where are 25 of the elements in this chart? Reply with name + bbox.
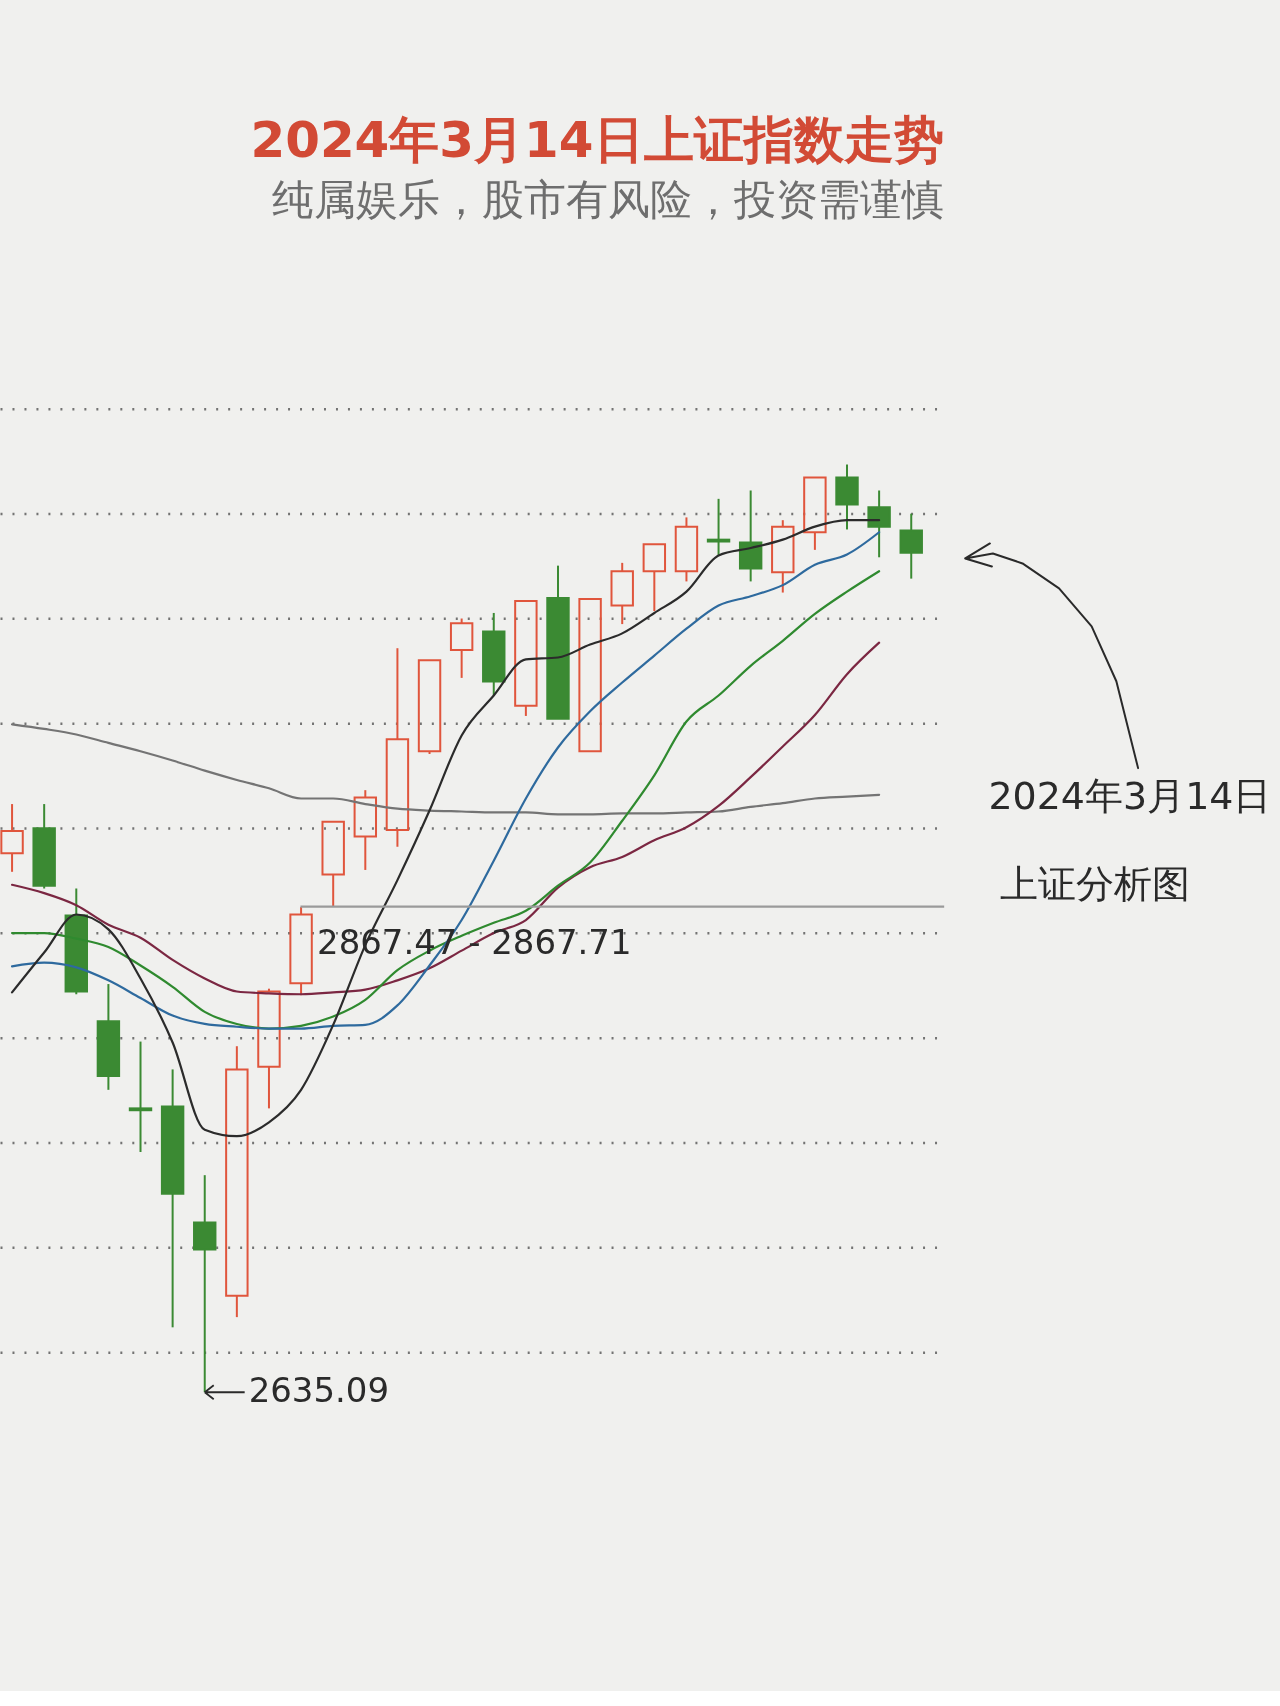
candlestick <box>546 564 570 720</box>
candlestick <box>835 463 859 531</box>
annotation: 2635.09 <box>248 1370 390 1411</box>
chart-subtitle: 纯属娱乐，股市有风险，投资需谨慎 <box>271 174 944 224</box>
candlestick <box>160 1068 185 1329</box>
candlestick <box>642 543 667 613</box>
candlestick <box>899 512 923 580</box>
candlestick <box>771 519 795 594</box>
candlestick <box>96 983 121 1091</box>
candlestick <box>385 647 410 848</box>
candlestick <box>738 489 763 583</box>
text: 2024年3月14日 <box>988 774 1272 819</box>
candlestick <box>128 1040 153 1153</box>
candlestick <box>514 599 538 717</box>
chart-title: 2024年3月14日上证指数走势 <box>250 111 944 170</box>
text: 上证分析图 <box>1000 861 1191 906</box>
candlestick <box>193 1174 217 1394</box>
candlestick <box>225 1045 249 1319</box>
candlestick <box>0 803 24 873</box>
candlestick <box>353 789 378 871</box>
candlestick <box>321 820 345 908</box>
candlestick <box>803 476 827 551</box>
candlestick <box>674 516 699 583</box>
candlestick <box>867 489 891 559</box>
candlestick <box>578 598 602 753</box>
